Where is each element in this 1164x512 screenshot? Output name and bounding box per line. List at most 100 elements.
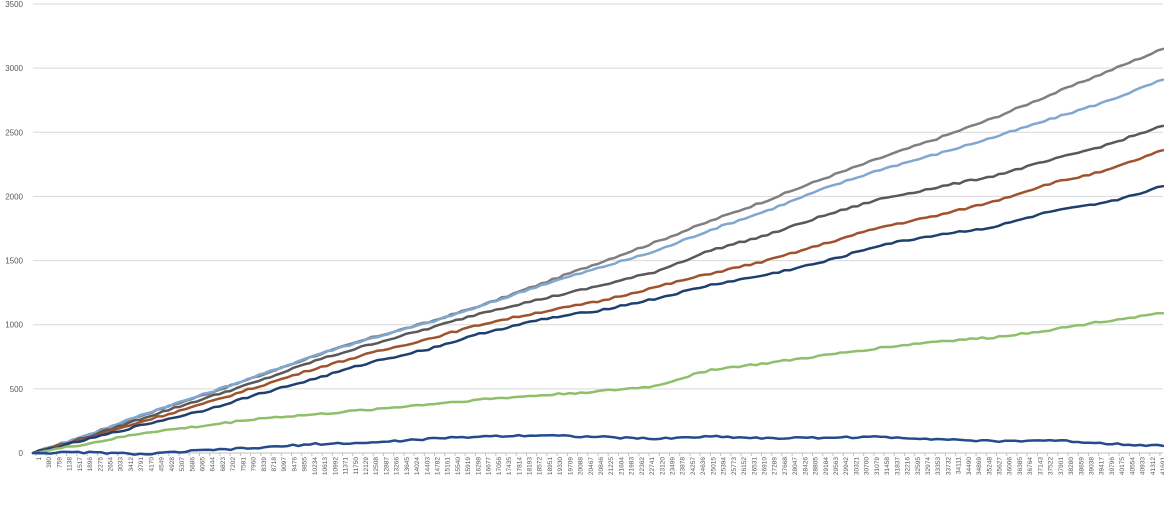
x-tick-label: 32974 — [925, 457, 932, 475]
x-tick-label: 14024 — [414, 457, 421, 475]
x-tick-label: 30700 — [864, 457, 871, 475]
x-tick-label: 25394 — [721, 457, 728, 475]
x-tick-label: 1517 — [77, 457, 84, 472]
x-tick-label: 17814 — [516, 457, 523, 475]
x-tick-labels: 1 380 759 1138 1517 1896 2275 2654 3033 3412 3791 4… — [36, 457, 1164, 475]
x-tick-label: 31837 — [894, 457, 901, 475]
x-tick-label: 27289 — [772, 457, 779, 475]
x-tick-label: 17056 — [496, 457, 503, 475]
series-line-2 — [31, 78, 1164, 455]
x-tick-label: 21604 — [618, 457, 625, 475]
x-tick-label: 3412 — [128, 457, 135, 472]
x-tick-label: 26531 — [751, 457, 758, 475]
x-tick-label: 12887 — [383, 457, 390, 475]
x-tick-label: 28047 — [792, 457, 799, 475]
y-tick-label: 2500 — [5, 128, 23, 137]
x-tick-label: 759 — [56, 457, 63, 468]
x-tick-label: 32595 — [915, 457, 922, 475]
x-tick-label: 31079 — [874, 457, 881, 475]
x-tick-label: 22362 — [639, 457, 646, 475]
x-tick-label: 18572 — [537, 457, 544, 475]
y-tick-label: 1500 — [5, 257, 23, 266]
x-tick-label: 29563 — [833, 457, 840, 475]
x-tick-label: 2275 — [97, 457, 104, 472]
x-tick-label: 7960 — [251, 457, 258, 472]
x-tick-label: 380 — [46, 457, 53, 468]
x-tick-label: 35248 — [986, 457, 993, 475]
x-tick-label: 10234 — [312, 457, 319, 475]
x-tick-label: 16298 — [475, 457, 482, 475]
x-tick-label: 24257 — [690, 457, 697, 475]
x-tick-label: 7581 — [240, 457, 247, 472]
y-tick-label: 1000 — [5, 321, 23, 330]
x-tick-label: 1138 — [67, 457, 74, 471]
x-tick-label: 4549 — [159, 457, 166, 472]
x-tick-label: 3791 — [138, 457, 145, 472]
x-tick-label: 18951 — [547, 457, 554, 475]
x-tick-label: 18193 — [526, 457, 533, 475]
x-tick-label: 31458 — [884, 457, 891, 475]
x-tick-label: 36764 — [1027, 457, 1034, 475]
x-tick-label: 39417 — [1099, 457, 1106, 475]
x-tick-label: 29942 — [843, 457, 850, 475]
x-tick-label: 2654 — [108, 457, 115, 472]
x-tick-label: 13266 — [394, 457, 401, 475]
x-tick-label: 15919 — [465, 457, 472, 475]
x-tick-label: 37143 — [1037, 457, 1044, 475]
x-tick-label: 28426 — [802, 457, 809, 475]
x-tick-label: 25773 — [731, 457, 738, 475]
x-tick-label: 17435 — [506, 457, 513, 475]
series-line-7 — [31, 433, 1164, 456]
x-tick-label: 40933 — [1140, 457, 1147, 475]
x-tick-label: 12129 — [363, 457, 370, 475]
x-tick-label: 1 — [36, 457, 43, 461]
x-tick-label: 23878 — [680, 457, 687, 475]
x-tick-label: 8339 — [261, 457, 268, 472]
x-tick-label: 6065 — [199, 457, 206, 472]
x-tick-label: 34490 — [966, 457, 973, 475]
x-tick-label: 21983 — [629, 457, 636, 475]
x-tick-label: 19330 — [557, 457, 564, 475]
x-tick-label: 27668 — [782, 457, 789, 475]
y-tick-label: 3500 — [5, 0, 23, 9]
y-tick-label: 2000 — [5, 192, 23, 201]
x-tick-label: 40175 — [1119, 457, 1126, 475]
x-tick-label: 33353 — [935, 457, 942, 475]
x-tick-label: 38659 — [1078, 457, 1085, 475]
axes — [33, 452, 1163, 456]
x-tick-label: 5307 — [179, 457, 186, 472]
x-tick-label: 23120 — [659, 457, 666, 475]
x-tick-label: 38280 — [1068, 457, 1075, 475]
x-tick-label: 19709 — [567, 457, 574, 475]
series-line-3 — [31, 124, 1164, 455]
x-tick-label: 11750 — [353, 457, 360, 475]
x-tick-label: 24636 — [700, 457, 707, 475]
x-tick-label: 8718 — [271, 457, 278, 472]
x-tick-label: 20846 — [598, 457, 605, 475]
gridlines — [33, 3, 1163, 390]
x-tick-label: 4170 — [148, 457, 155, 472]
x-tick-label: 36385 — [1017, 457, 1024, 475]
x-tick-label: 14782 — [435, 457, 442, 475]
x-tick-label: 33732 — [945, 457, 952, 475]
y-tick-label: 3000 — [5, 64, 23, 73]
x-tick-label: 26152 — [741, 457, 748, 475]
y-tick-label: 0 — [19, 449, 24, 458]
x-tick-label: 6444 — [210, 457, 217, 472]
x-tick-label: 37901 — [1058, 457, 1065, 475]
y-tick-labels: 0 500 1000 1500 2000 2500 3000 3500 — [5, 0, 23, 458]
series-line-4 — [31, 148, 1164, 455]
x-tick-label: 39038 — [1088, 457, 1095, 475]
x-tick-label: 29184 — [823, 457, 830, 475]
x-tick-label: 4928 — [169, 457, 176, 472]
x-tick-label: 37522 — [1048, 457, 1055, 475]
x-tick-label: 39796 — [1109, 457, 1116, 475]
x-tick-label: 36006 — [1007, 457, 1014, 475]
x-tick-label: 9097 — [281, 457, 288, 472]
x-tick-label: 35627 — [997, 457, 1004, 475]
x-tick-label: 21225 — [608, 457, 615, 475]
x-tick-label: 6823 — [220, 457, 227, 472]
x-tick-label: 32216 — [905, 457, 912, 475]
x-tick-label: 10613 — [322, 457, 329, 475]
